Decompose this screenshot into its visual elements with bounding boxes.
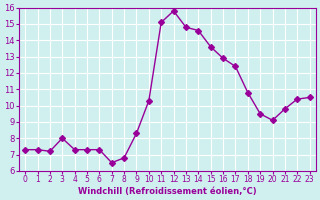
X-axis label: Windchill (Refroidissement éolien,°C): Windchill (Refroidissement éolien,°C) [78,187,257,196]
